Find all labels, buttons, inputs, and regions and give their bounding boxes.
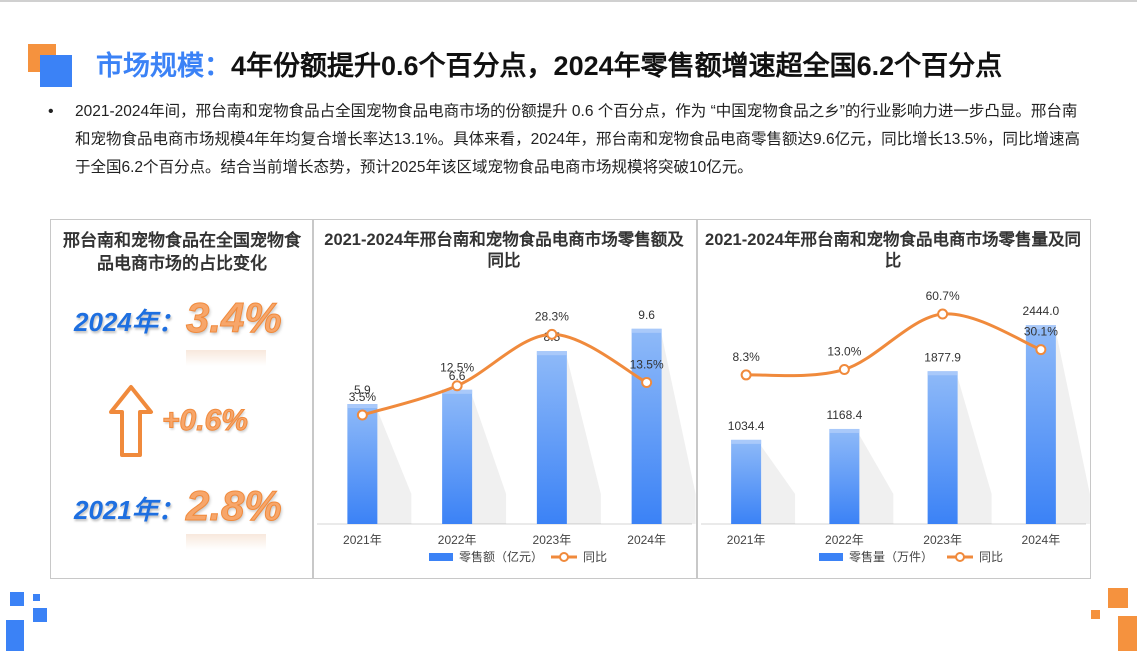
deco-bl-1 <box>10 592 24 606</box>
panel-divider-1 <box>312 219 314 579</box>
legend-bar-swatch <box>429 553 453 561</box>
bar-top <box>536 351 567 356</box>
bar-shadow <box>472 395 507 524</box>
deco-br-1 <box>1091 610 1100 619</box>
bar <box>829 428 860 524</box>
bar-value-label: 6.6 <box>449 369 466 383</box>
chart-sales-title: 2021-2024年邢台南和宠物食品电商市场零售额及同比 <box>324 231 684 270</box>
yoy-point <box>838 363 850 375</box>
yoy-value-label: 13.5% <box>630 357 664 371</box>
bar <box>731 439 762 524</box>
share-value-top-reflection <box>186 350 266 366</box>
yoy-value-label: 12.5% <box>440 361 474 375</box>
deco-bl-4 <box>6 620 24 651</box>
deco-bl-3 <box>33 608 47 622</box>
share-panel-title: 邢台南和宠物食品在全国宠物食品电商市场的占比变化 <box>63 231 301 273</box>
bar-value-label: 1168.4 <box>826 408 862 422</box>
share-value-top: 3.4% <box>186 294 283 342</box>
chart-volume: 1034.4 2021年 1168.4 2022年 1877.9 2023年 2444.0 2… <box>701 289 1090 564</box>
bar-value-label: 5.9 <box>354 383 371 397</box>
x-tick-label: 2021年 <box>727 533 766 547</box>
legend-bar-label: 零售量（万件） <box>849 549 933 564</box>
yoy-point <box>641 376 653 388</box>
bar-shadow <box>957 377 992 524</box>
x-tick-label: 2024年 <box>627 533 666 547</box>
deco-bl-2 <box>33 594 40 601</box>
legend-line-marker <box>955 552 965 562</box>
bar-shadow <box>761 445 796 524</box>
x-tick-label: 2023年 <box>533 533 572 547</box>
legend-line-label: 同比 <box>979 550 1003 564</box>
yoy-point <box>1035 344 1047 356</box>
yoy-point <box>451 380 463 392</box>
panel-divider-2 <box>696 219 698 579</box>
x-tick-label: 2021年 <box>343 533 382 547</box>
share-year-top: 2024年： <box>74 307 184 337</box>
yoy-value-label: 3.5% <box>349 390 377 404</box>
bar <box>927 371 958 524</box>
x-tick-label: 2024年 <box>1022 533 1061 547</box>
yoy-point <box>937 308 949 320</box>
chart-volume-title: 2021-2024年邢台南和宠物食品电商市场零售量及同比 <box>705 231 1081 270</box>
bar-value-label: 1034.4 <box>728 419 765 433</box>
title-lead: 市场规模： <box>96 51 231 81</box>
deco-br-2 <box>1108 588 1128 608</box>
bar-shadow <box>566 357 601 524</box>
legend-bar-swatch <box>819 553 843 561</box>
bar <box>347 404 378 524</box>
yoy-line <box>361 332 648 417</box>
bar-value-label: 2444.0 <box>1023 304 1060 318</box>
legend-bar-label: 零售额（亿元） <box>459 549 543 564</box>
bar-shadow <box>859 434 894 524</box>
charts-frame <box>50 219 1091 579</box>
bar-top <box>1025 325 1056 330</box>
bar-top <box>347 404 378 409</box>
yoy-point <box>740 369 752 381</box>
top-rule <box>0 0 1137 2</box>
share-value-bottom-reflection <box>186 534 266 550</box>
yoy-value-label: 13.0% <box>827 344 861 358</box>
x-tick-label: 2023年 <box>923 533 962 547</box>
page-title: 市场规模：4年份额提升0.6个百分点，2024年零售额增速超全国6.2个百分点 <box>96 44 1002 83</box>
yoy-value-label: 30.1% <box>1024 325 1058 339</box>
bar <box>1025 325 1056 524</box>
share-value-bottom: 2.8% <box>186 482 283 530</box>
bar-top <box>442 389 473 394</box>
yoy-value-label: 28.3% <box>535 309 569 323</box>
x-tick-label: 2022年 <box>438 533 477 547</box>
chart-sales: 5.92021年6.62022年8.52023年9.62024年3.5%12.5… <box>317 308 696 564</box>
bar-shadow <box>1055 331 1090 524</box>
bar-shadow <box>661 334 696 524</box>
bar-top <box>927 371 958 376</box>
up-arrow-icon <box>109 385 153 457</box>
share-year-bottom: 2021年： <box>74 495 184 525</box>
yoy-point <box>356 409 368 421</box>
bar <box>442 389 473 524</box>
bullet-dot: • <box>48 103 54 120</box>
yoy-line <box>746 312 1042 378</box>
bar-value-label: 1877.9 <box>924 350 961 364</box>
bar-value-label: 9.6 <box>638 308 655 322</box>
yoy-value-label: 60.7% <box>926 289 960 303</box>
x-tick-label: 2022年 <box>825 533 864 547</box>
bar-top <box>731 439 762 444</box>
legend-line-marker <box>559 552 569 562</box>
summary-paragraph: 2021-2024年间，邢台南和宠物食品占全国宠物食品电商市场的份额提升 0.6… <box>75 103 1081 176</box>
share-delta: +0.6% <box>162 404 249 438</box>
title-rest: 4年份额提升0.6个百分点，2024年零售额增速超全国6.2个百分点 <box>231 51 1003 81</box>
yoy-value-label: 8.3% <box>732 350 760 364</box>
title-deco-blue-square <box>40 55 72 87</box>
legend-line-label: 同比 <box>583 550 607 564</box>
deco-br-3 <box>1118 616 1137 651</box>
bar <box>631 328 662 524</box>
bar <box>536 351 567 524</box>
bar-top <box>829 428 860 433</box>
bar-shadow <box>377 410 412 524</box>
yoy-point <box>546 328 558 340</box>
bar-top <box>631 328 662 333</box>
